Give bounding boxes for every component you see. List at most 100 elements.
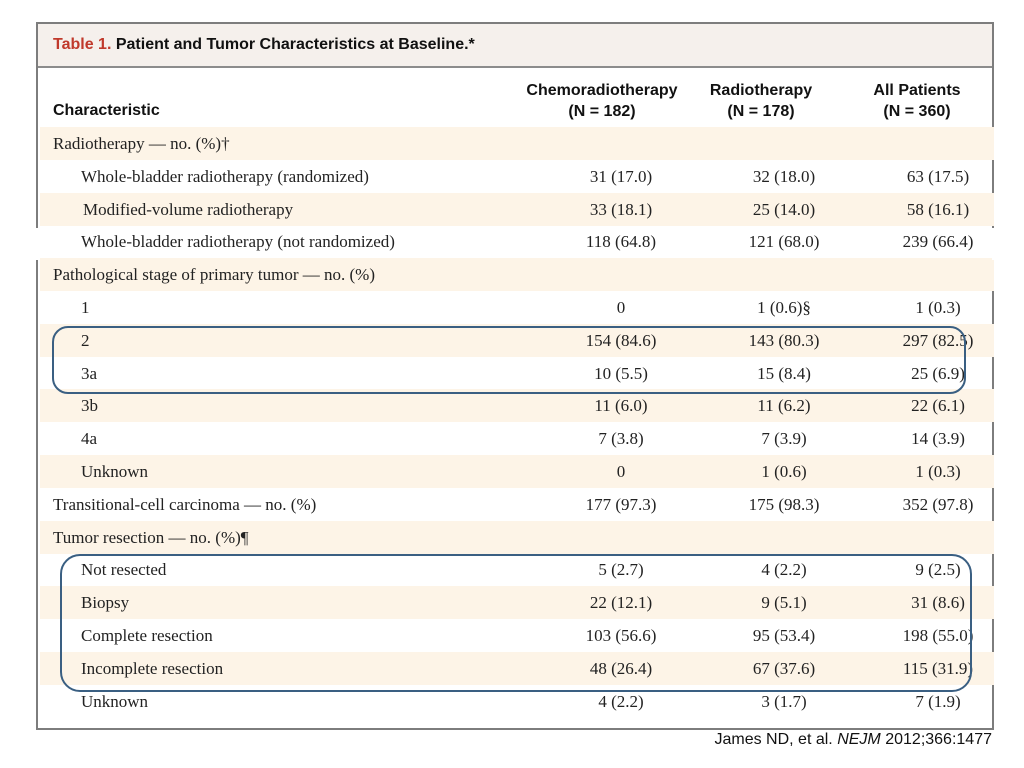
- col-header-characteristic: Characteristic: [53, 102, 160, 119]
- table-row: 3a 10 (5.5) 15 (8.4) 25 (6.9): [40, 357, 994, 390]
- table-row: Radiotherapy — no. (%)†: [40, 127, 994, 160]
- chemoradiotherapy-value: 7 (3.8): [598, 429, 644, 449]
- col-header-radiotherapy: Radiotherapy (N = 178): [686, 80, 836, 122]
- radiotherapy-value: 1 (0.6): [761, 462, 807, 481]
- table-frame: Table 1. Patient and Tumor Characteristi…: [36, 22, 994, 730]
- table-title: Table 1. Patient and Tumor Characteristi…: [53, 36, 475, 54]
- table-row: Whole-bladder radiotherapy (randomized) 3…: [40, 160, 994, 193]
- citation-ref: 2012;366:1477: [885, 731, 992, 748]
- chemoradiotherapy-value: [561, 258, 681, 291]
- chemoradiotherapy-value: 177 (97.3): [585, 494, 657, 514]
- table-row: Pathological stage of primary tumor — no…: [40, 258, 994, 292]
- table-row: Transitional-cell carcinoma — no. (%) 177…: [40, 488, 994, 521]
- row-label: Unknown: [81, 462, 149, 481]
- chemoradiotherapy-value: 0: [616, 462, 626, 481]
- table-row: 1 0 1 (0.6)§ 1 (0.3): [40, 291, 994, 324]
- citation-journal: NEJM: [837, 731, 881, 748]
- col-header-all-patients: All Patients (N = 360): [842, 80, 992, 122]
- row-label: Radiotherapy — no. (%)†: [53, 134, 230, 153]
- radiotherapy-value: 32 (18.0): [752, 166, 816, 186]
- radiotherapy-value: 143 (80.3): [748, 330, 820, 350]
- table-row: Incomplete resection 48 (26.4) 67 (37.6) 11…: [40, 651, 994, 685]
- all-patients-value: 198 (55.0): [902, 626, 974, 645]
- table-row: Biopsy 22 (12.1) 9 (5.1) 31 (8.6): [40, 586, 994, 620]
- col-header-chemo-n: (N = 182): [568, 103, 636, 120]
- chemoradiotherapy-value: [561, 521, 681, 554]
- all-patients-value: 22 (6.1): [911, 396, 965, 416]
- all-patients-value: 239 (66.4): [902, 232, 974, 252]
- all-patients-value: [878, 521, 998, 554]
- radiotherapy-value: 67 (37.6): [752, 658, 816, 678]
- row-label: 4a: [81, 429, 98, 449]
- table-row: Modified-volume radiotherapy 33 (18.1) 25 …: [40, 192, 994, 226]
- col-header-chemo-title: Chemoradiotherapy: [526, 82, 678, 99]
- chemoradiotherapy-value: 5 (2.7): [598, 560, 644, 580]
- col-header-radio-title: Radiotherapy: [709, 82, 813, 99]
- all-patients-value: 352 (97.8): [902, 494, 974, 514]
- all-patients-value: 1 (0.3): [915, 298, 961, 317]
- table-row: 3b 11 (6.0) 11 (6.2) 22 (6.1): [40, 389, 994, 423]
- row-label: Pathological stage of primary tumor — no…: [53, 265, 375, 285]
- radiotherapy-value: 1 (0.6)§: [757, 298, 811, 317]
- table-row: Tumor resection — no. (%)¶: [40, 520, 994, 554]
- chemoradiotherapy-value: 11 (6.0): [594, 396, 648, 416]
- all-patients-value: 297 (82.5): [902, 330, 974, 350]
- chemoradiotherapy-value: 31 (17.0): [589, 166, 653, 186]
- radiotherapy-value: [724, 258, 844, 291]
- radiotherapy-value: 9 (5.1): [761, 593, 807, 613]
- row-label: 3a: [81, 363, 98, 383]
- all-patients-value: 14 (3.9): [911, 429, 965, 449]
- col-header-radio-n: (N = 178): [727, 103, 795, 120]
- chemoradiotherapy-value: 48 (26.4): [589, 658, 653, 678]
- col-header-all-n: (N = 360): [883, 103, 951, 120]
- radiotherapy-value: 121 (68.0): [748, 232, 820, 252]
- table-row: Unknown 0 1 (0.6) 1 (0.3): [40, 455, 994, 488]
- table-row: Complete resection 103 (56.6) 95 (53.4) 198…: [40, 619, 994, 652]
- chemoradiotherapy-value: 154 (84.6): [585, 330, 657, 350]
- all-patients-value: 115 (31.9): [902, 658, 974, 678]
- citation: James ND, et al. NEJM 2012;366:1477: [714, 731, 992, 749]
- all-patients-value: 63 (17.5): [906, 166, 970, 186]
- radiotherapy-value: [724, 127, 844, 160]
- row-label: Complete resection: [81, 626, 213, 645]
- col-header-chemoradiotherapy: Chemoradiotherapy (N = 182): [509, 80, 695, 122]
- row-label: Biopsy: [81, 593, 130, 613]
- row-label: Whole-bladder radiotherapy (randomized): [81, 166, 369, 186]
- radiotherapy-value: 25 (14.0): [752, 199, 816, 219]
- table-row: 2 154 (84.6) 143 (80.3) 297 (82.5): [40, 323, 994, 357]
- chemoradiotherapy-value: 22 (12.1): [589, 593, 653, 613]
- row-label: Not resected: [81, 560, 167, 580]
- all-patients-value: 25 (6.9): [911, 363, 965, 383]
- col-header-all-title: All Patients: [873, 82, 961, 99]
- radiotherapy-value: 4 (2.2): [761, 560, 807, 580]
- radiotherapy-value: 95 (53.4): [752, 626, 816, 645]
- all-patients-value: 9 (2.5): [915, 560, 961, 580]
- row-label: Unknown: [81, 691, 149, 711]
- row-label: Incomplete resection: [81, 658, 224, 678]
- row-label: 2: [81, 330, 90, 350]
- table-row: Not resected 5 (2.7) 4 (2.2) 9 (2.5): [40, 553, 994, 586]
- border-notch: [992, 228, 998, 260]
- chemoradiotherapy-value: 4 (2.2): [598, 691, 644, 711]
- all-patients-value: 58 (16.1): [906, 199, 970, 219]
- table-row: 4a 7 (3.8) 7 (3.9) 14 (3.9): [40, 422, 994, 455]
- radiotherapy-value: 11 (6.2): [757, 396, 811, 416]
- table-title-text: Patient and Tumor Characteristics at Bas…: [115, 36, 475, 53]
- all-patients-value: 7 (1.9): [915, 691, 961, 711]
- border-notch-left: [34, 228, 40, 260]
- row-label: Whole-bladder radiotherapy (not randomiz…: [81, 232, 395, 252]
- row-label: Modified-volume radiotherapy: [83, 199, 294, 219]
- row-label: 3b: [81, 396, 98, 416]
- table-row: Unknown 4 (2.2) 3 (1.7) 7 (1.9): [40, 685, 994, 718]
- chemoradiotherapy-value: [561, 127, 681, 160]
- all-patients-value: [878, 258, 998, 291]
- radiotherapy-value: 175 (98.3): [748, 494, 820, 514]
- radiotherapy-value: 15 (8.4): [757, 363, 811, 383]
- chemoradiotherapy-value: 0: [616, 298, 626, 317]
- citation-authors: James ND, et al.: [714, 731, 833, 748]
- radiotherapy-value: 7 (3.9): [761, 429, 807, 449]
- radiotherapy-value: 3 (1.7): [761, 691, 807, 711]
- all-patients-value: 1 (0.3): [915, 462, 961, 481]
- chemoradiotherapy-value: 103 (56.6): [585, 626, 657, 645]
- row-label: 1: [81, 298, 90, 317]
